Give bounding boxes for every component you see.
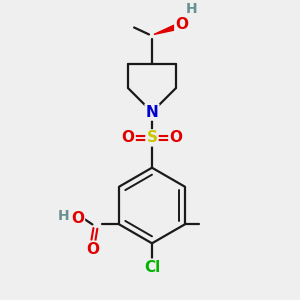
Text: O: O	[169, 130, 182, 146]
Text: O: O	[175, 17, 188, 32]
Text: H: H	[58, 209, 69, 224]
Text: H: H	[186, 2, 198, 16]
Text: O: O	[86, 242, 99, 257]
Text: S: S	[146, 130, 158, 146]
Text: O: O	[122, 130, 135, 146]
Text: N: N	[146, 104, 158, 119]
Text: Cl: Cl	[144, 260, 160, 275]
Text: O: O	[71, 211, 84, 226]
Polygon shape	[154, 25, 176, 34]
